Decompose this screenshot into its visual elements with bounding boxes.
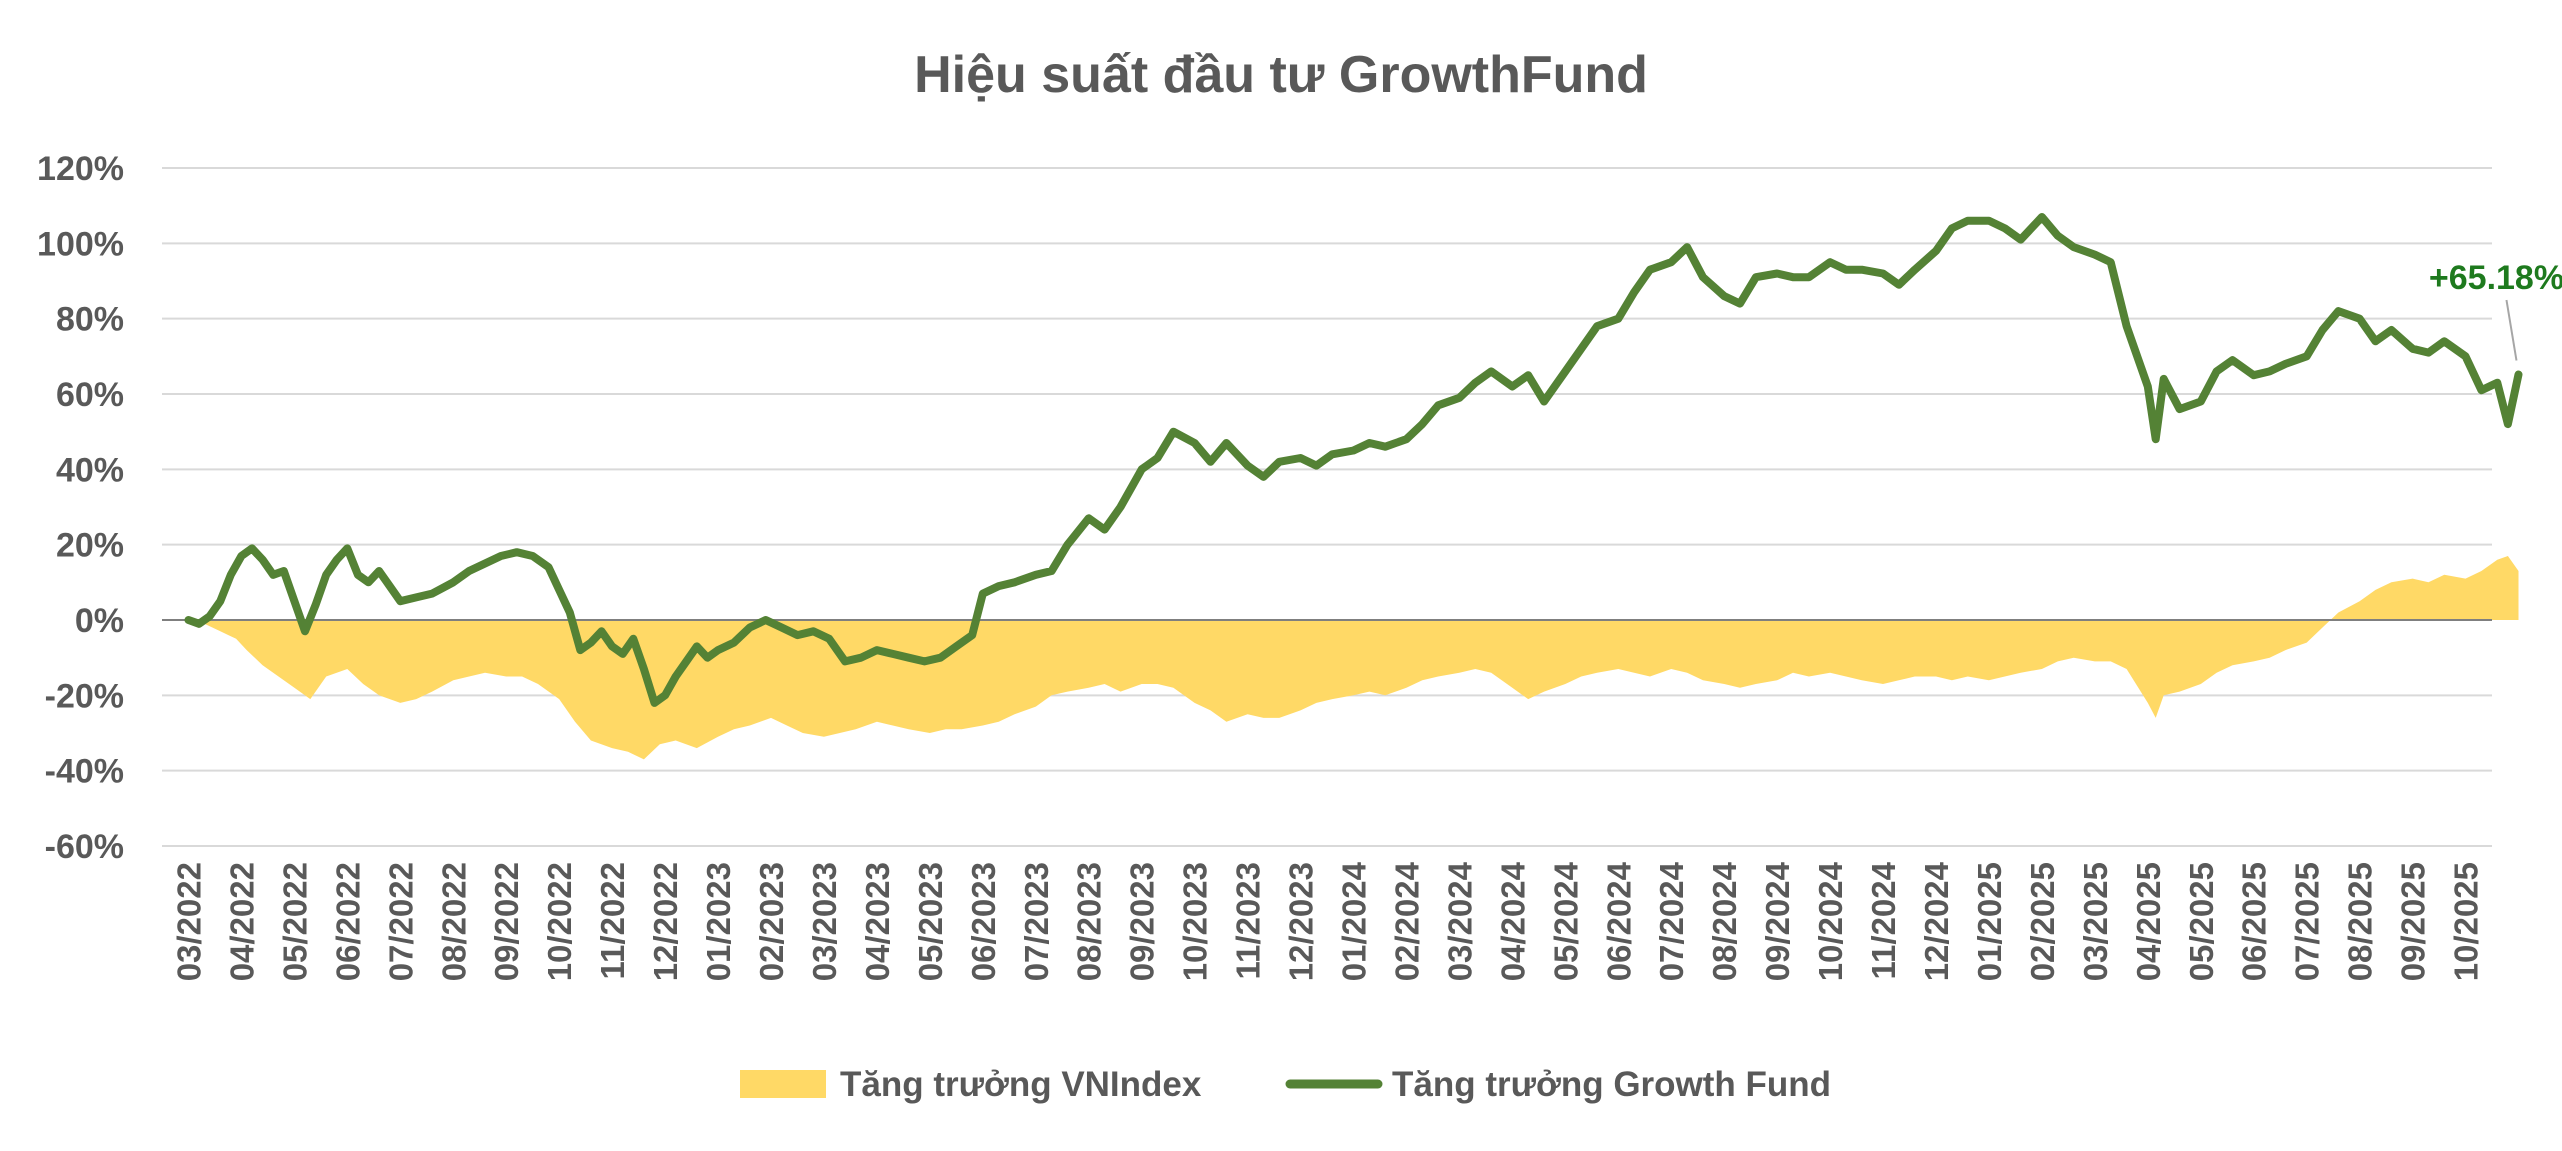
- x-tick-label: 02/2023: [753, 862, 790, 981]
- x-tick-label: 11/2023: [1230, 862, 1267, 979]
- x-tick-label: 03/2024: [1441, 861, 1478, 981]
- y-tick-label: -20%: [45, 677, 124, 715]
- x-tick-label: 07/2022: [382, 862, 419, 981]
- final-value-annotation: +65.18%: [2429, 259, 2562, 297]
- x-tick-label: 02/2025: [2024, 862, 2061, 981]
- x-tick-label: 04/2022: [223, 862, 260, 981]
- x-tick-label: 08/2022: [435, 862, 472, 981]
- annotation-leader-line: [2505, 299, 2518, 361]
- x-tick-label: 10/2023: [1177, 862, 1214, 981]
- x-tick-label: 01/2025: [1971, 862, 2008, 981]
- x-tick-label: 09/2025: [2395, 862, 2432, 981]
- x-tick-label: 03/2025: [2077, 862, 2114, 981]
- y-tick-label: 40%: [56, 451, 124, 489]
- x-tick-label: 10/2024: [1812, 861, 1849, 981]
- growthfund-line: [184, 213, 2523, 707]
- annotation-layer: +65.18%: [2429, 259, 2562, 361]
- x-tick-label: 08/2025: [2342, 862, 2379, 981]
- x-tick-label: 05/2024: [1547, 861, 1584, 981]
- x-tick-label: 06/2022: [329, 862, 366, 981]
- vnindex-area-layer: [188, 556, 2519, 760]
- x-tick-label: 06/2025: [2236, 862, 2273, 981]
- x-tick-label: 06/2023: [965, 862, 1002, 981]
- y-tick-label: -60%: [45, 828, 124, 866]
- y-tick-label: -40%: [45, 753, 124, 791]
- x-tick-label: 04/2025: [2130, 862, 2167, 981]
- x-tick-label: 03/2022: [170, 862, 207, 981]
- x-tick-label: 05/2023: [912, 862, 949, 981]
- legend-swatch-vnindex: [740, 1070, 826, 1098]
- x-tick-label: 07/2024: [1653, 861, 1690, 981]
- x-tick-label: 12/2022: [647, 862, 684, 981]
- x-tick-label: 09/2023: [1124, 862, 1161, 981]
- x-tick-label: 05/2025: [2183, 862, 2220, 981]
- x-tick-label: 03/2023: [806, 862, 843, 981]
- legend-label-vnindex: Tăng trưởng VNIndex: [840, 1065, 1202, 1104]
- x-tick-label: 08/2023: [1071, 862, 1108, 981]
- x-tick-label: 10/2025: [2448, 862, 2485, 981]
- growthfund-line-layer: [184, 213, 2523, 707]
- legend: Tăng trưởng VNIndex Tăng trưởng Growth F…: [740, 1065, 1831, 1104]
- y-tick-label: 120%: [37, 150, 124, 188]
- x-tick-label: 09/2022: [488, 862, 525, 981]
- y-tick-label: 0%: [75, 602, 124, 640]
- x-tick-label: 01/2024: [1335, 861, 1372, 981]
- x-tick-label: 04/2024: [1494, 861, 1531, 981]
- x-tick-label: 05/2022: [276, 862, 313, 981]
- x-tick-label: 09/2024: [1759, 861, 1796, 981]
- x-tick-label: 06/2024: [1600, 861, 1637, 981]
- y-tick-label: 80%: [56, 301, 124, 339]
- x-tick-label: 07/2025: [2289, 862, 2326, 981]
- y-tick-label: 60%: [56, 376, 124, 414]
- x-axis-ticks: 03/2022 04/2022 05/2022 06/2022 07/2022 08/20…: [170, 861, 2484, 981]
- y-axis-ticks: 120% 100% 80% 60% 40% 20% 0% -20% -40% -60%: [37, 150, 124, 866]
- x-tick-label: 10/2022: [541, 862, 578, 981]
- gridlines: [162, 167, 2492, 847]
- legend-label-growthfund: Tăng trưởng Growth Fund: [1392, 1065, 1831, 1104]
- vnindex-area: [188, 556, 2519, 760]
- y-tick-label: 20%: [56, 527, 124, 565]
- x-tick-label: 12/2023: [1283, 862, 1320, 981]
- x-tick-label: 01/2023: [700, 862, 737, 981]
- x-tick-label: 11/2022: [594, 862, 631, 979]
- x-tick-label: 04/2023: [859, 862, 896, 981]
- chart-title: Hiệu suất đầu tư GrowthFund: [914, 46, 1648, 104]
- x-tick-label: 02/2024: [1388, 861, 1425, 981]
- y-tick-label: 100%: [37, 225, 124, 263]
- x-tick-label: 07/2023: [1018, 862, 1055, 981]
- x-tick-label: 11/2024: [1865, 861, 1902, 979]
- x-tick-label: 08/2024: [1706, 861, 1743, 981]
- x-tick-label: 12/2024: [1918, 861, 1955, 981]
